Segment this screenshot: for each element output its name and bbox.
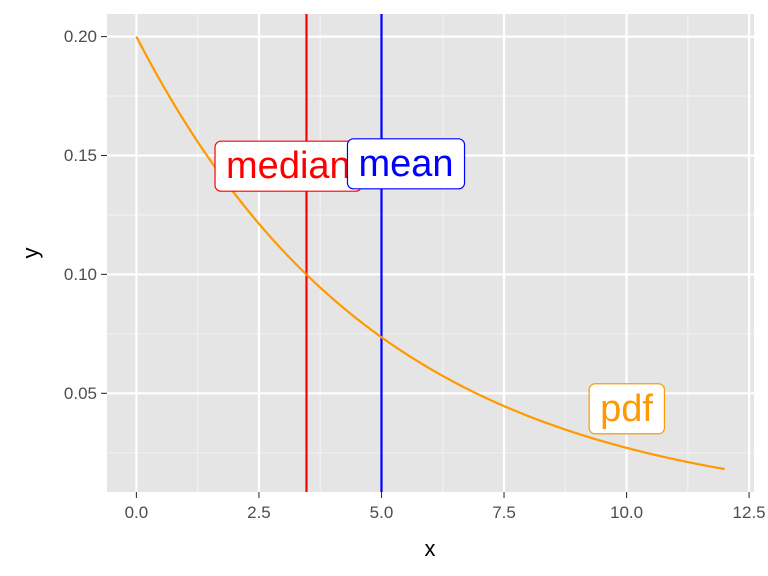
x-tick-label: 2.5 — [247, 503, 271, 522]
y-tick-label: 0.20 — [64, 27, 97, 46]
label-text-pdf: pdf — [600, 388, 653, 430]
x-axis-title: x — [425, 536, 436, 561]
x-tick-label: 0.0 — [125, 503, 149, 522]
label-median: median — [214, 140, 363, 192]
y-tick-label: 0.15 — [64, 146, 97, 165]
annotations: median mean pdf — [214, 138, 666, 435]
label-pdf: pdf — [588, 383, 666, 435]
x-tick-label: 7.5 — [492, 503, 516, 522]
label-box-mean — [346, 138, 466, 190]
vertical-lines — [305, 14, 383, 492]
label-box-pdf — [588, 383, 666, 435]
y-tick-label: 0.10 — [64, 265, 97, 284]
x-tick-label: 10.0 — [610, 503, 643, 522]
x-axis: 0.0 2.5 5.0 7.5 10.0 12.5 — [125, 492, 766, 522]
pdf-curve — [135, 36, 725, 471]
label-mean: mean — [346, 138, 466, 190]
y-tick-label: 0.05 — [64, 384, 97, 403]
y-axis-title: y — [18, 248, 43, 259]
x-tick-label: 5.0 — [370, 503, 394, 522]
y-axis: 0.05 0.10 0.15 0.20 — [64, 27, 107, 403]
label-text-mean: mean — [358, 143, 453, 185]
x-tick-label: 12.5 — [733, 503, 766, 522]
label-text-median: median — [226, 145, 351, 187]
